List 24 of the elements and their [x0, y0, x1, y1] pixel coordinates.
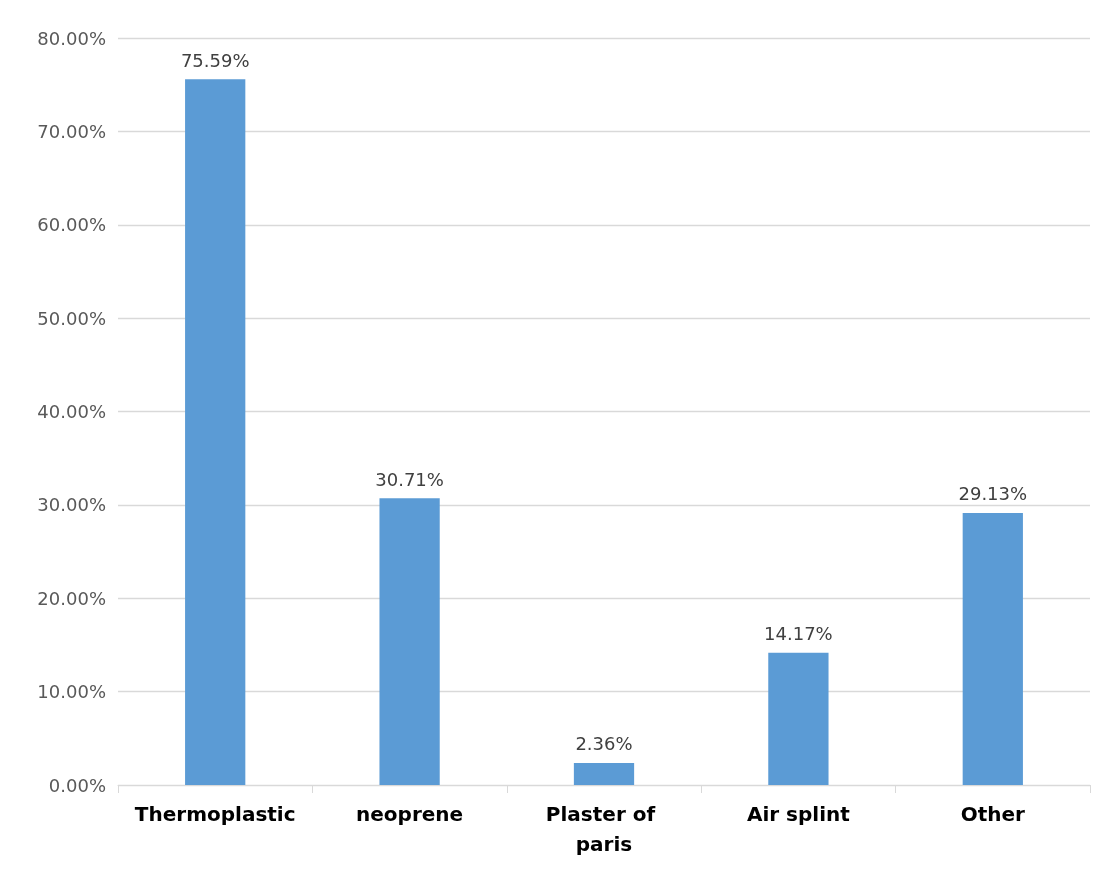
data-label: 75.59%	[180, 49, 250, 71]
y-tick-label: 60.00%	[37, 214, 106, 236]
y-tick-label: 70.00%	[37, 120, 106, 142]
y-tick-label: 20.00%	[37, 587, 106, 609]
y-tick-label: 80.00%	[37, 27, 106, 49]
x-tick-label: Air splint	[746, 802, 851, 826]
bar	[573, 762, 635, 785]
y-tick-label: 50.00%	[37, 307, 106, 329]
data-label: 14.17%	[764, 623, 833, 645]
x-tick-label: Thermoplastic	[134, 802, 296, 826]
x-tick-label: Other	[960, 802, 1026, 826]
y-tick-label: 10.00%	[37, 681, 106, 703]
data-label: 30.71%	[375, 468, 444, 490]
y-tick-label: 30.00%	[37, 494, 106, 516]
data-label: 2.36%	[575, 733, 633, 755]
bar	[768, 652, 829, 785]
data-label: 29.13%	[958, 483, 1028, 505]
x-tick-label: Plaster of paris	[545, 802, 663, 856]
x-tick-label: neoprene	[356, 802, 464, 826]
y-tick-label: 40.00%	[37, 401, 106, 422]
y-tick-label: 0.00%	[48, 774, 106, 796]
bar	[185, 79, 246, 785]
bar	[962, 513, 1023, 785]
bar	[379, 498, 440, 785]
